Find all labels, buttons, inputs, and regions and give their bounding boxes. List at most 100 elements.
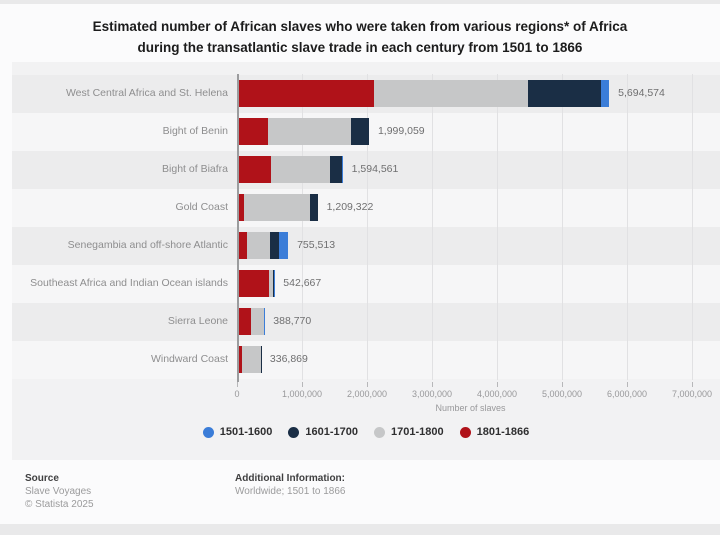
bar-segment-1701-1800[interactable] bbox=[246, 232, 270, 259]
bar-segment-1701-1800[interactable] bbox=[271, 156, 330, 183]
value-label: 388,770 bbox=[273, 315, 312, 327]
legend-label: 1601-1700 bbox=[305, 426, 358, 438]
additional-info-label: Additional Information: bbox=[235, 473, 345, 484]
bar-segment-1601-1700[interactable] bbox=[269, 232, 279, 259]
stacked-bar bbox=[239, 308, 265, 335]
bar-segment-1601-1700[interactable] bbox=[329, 156, 343, 183]
chart-card: Estimated number of African slaves who w… bbox=[0, 4, 720, 524]
bar-segment-1701-1800[interactable] bbox=[241, 346, 261, 373]
source-value[interactable]: Slave Voyages bbox=[25, 486, 92, 497]
category-label: Southeast Africa and Indian Ocean island… bbox=[30, 277, 228, 289]
additional-info-block: Additional Information: Worldwide; 1501 … bbox=[235, 472, 345, 498]
category-label: Senegambia and off-shore Atlantic bbox=[67, 239, 228, 251]
tick-mark bbox=[367, 382, 368, 387]
value-label: 1,594,561 bbox=[351, 163, 399, 175]
source-label: Source bbox=[25, 473, 59, 484]
bar-segment-1801-1866[interactable] bbox=[239, 346, 242, 373]
value-label: 336,869 bbox=[269, 353, 308, 365]
gridline bbox=[497, 74, 498, 380]
stacked-bar bbox=[239, 118, 369, 145]
legend-dot-icon bbox=[459, 426, 471, 438]
tick-mark bbox=[432, 382, 433, 387]
legend-label: 1801-1866 bbox=[476, 426, 530, 438]
tick-mark bbox=[627, 382, 628, 387]
x-tick-label: 1,000,000 bbox=[281, 389, 323, 399]
tick-mark bbox=[237, 382, 238, 387]
legend: 1501-1600 1601-1700 1701-1800 1801-1866 bbox=[12, 426, 720, 438]
bar-segment-1701-1800[interactable] bbox=[268, 270, 274, 297]
category-label: Bight of Biafra bbox=[162, 163, 228, 175]
legend-item-1501-1600[interactable]: 1501-1600 bbox=[202, 426, 273, 438]
x-tick-label: 0 bbox=[234, 389, 240, 399]
x-tick-label: 5,000,000 bbox=[541, 389, 583, 399]
legend-label: 1501-1600 bbox=[219, 426, 273, 438]
value-label: 1,209,322 bbox=[326, 201, 374, 213]
value-label: 5,694,574 bbox=[618, 87, 665, 99]
legend-dot-icon bbox=[374, 426, 385, 438]
tick-mark bbox=[562, 382, 563, 387]
value-label: 542,667 bbox=[283, 277, 322, 289]
category-label: Sierra Leone bbox=[167, 315, 228, 327]
bar-segment-1701-1800[interactable] bbox=[251, 308, 264, 335]
gridline bbox=[367, 74, 368, 380]
bar-segment-1601-1700[interactable] bbox=[273, 270, 274, 297]
legend-item-1801-1866[interactable]: 1801-1866 bbox=[459, 426, 530, 438]
row-band bbox=[12, 302, 720, 341]
legend-dot-icon bbox=[202, 426, 214, 438]
category-label: Windward Coast bbox=[150, 353, 228, 365]
value-label: 755,513 bbox=[297, 239, 336, 251]
bar-segment-1801-1866[interactable] bbox=[239, 156, 272, 183]
bar-segment-1801-1866[interactable] bbox=[239, 118, 268, 145]
footer: Source Slave Voyages © Statista 2025 Add… bbox=[0, 460, 720, 524]
stacked-bar bbox=[239, 346, 261, 373]
bar-segment-1501-1600[interactable] bbox=[278, 232, 289, 259]
row-band bbox=[12, 264, 720, 303]
value-label: 1,999,059 bbox=[377, 125, 425, 137]
x-tick-label: 6,000,000 bbox=[606, 389, 648, 399]
legend-item-1601-1700[interactable]: 1601-1700 bbox=[288, 426, 358, 438]
gridline bbox=[627, 74, 628, 380]
bar-segment-1601-1700[interactable] bbox=[351, 118, 369, 145]
gridline bbox=[692, 74, 693, 380]
source-block: Source Slave Voyages © Statista 2025 bbox=[25, 472, 94, 511]
x-tick-label: 2,000,000 bbox=[346, 389, 388, 399]
bar-segment-1801-1866[interactable] bbox=[239, 194, 244, 221]
gridline bbox=[562, 74, 563, 380]
stacked-bar bbox=[239, 232, 289, 259]
bar-segment-1801-1866[interactable] bbox=[239, 232, 247, 259]
x-tick-label: 7,000,000 bbox=[671, 389, 713, 399]
tick-mark bbox=[692, 382, 693, 387]
bar-segment-1601-1700[interactable] bbox=[527, 80, 602, 107]
stacked-bar bbox=[239, 194, 318, 221]
stacked-bar bbox=[239, 270, 275, 297]
category-label: Bight of Benin bbox=[162, 125, 228, 137]
x-axis-title: Number of slaves bbox=[435, 403, 506, 413]
x-tick-label: 3,000,000 bbox=[411, 389, 453, 399]
x-tick-label: 4,000,000 bbox=[476, 389, 518, 399]
gridline bbox=[432, 74, 433, 380]
row-band bbox=[12, 226, 720, 265]
bar-segment-1801-1866[interactable] bbox=[239, 270, 269, 297]
bar-segment-1801-1866[interactable] bbox=[239, 308, 252, 335]
copyright: © Statista 2025 bbox=[25, 499, 94, 510]
bar-segment-1801-1866[interactable] bbox=[239, 80, 374, 107]
bar-segment-1701-1800[interactable] bbox=[243, 194, 310, 221]
row-band bbox=[12, 150, 720, 189]
bar-segment-1701-1800[interactable] bbox=[373, 80, 528, 107]
row-band bbox=[12, 340, 720, 379]
bar-segment-1701-1800[interactable] bbox=[267, 118, 352, 145]
stacked-bar bbox=[239, 156, 343, 183]
bar-segment-1501-1600[interactable] bbox=[342, 156, 343, 183]
chart-panel: West Central Africa and St. Helena 5,694,… bbox=[12, 62, 720, 460]
legend-item-1701-1800[interactable]: 1701-1800 bbox=[374, 426, 444, 438]
gridline bbox=[302, 74, 303, 380]
tick-mark bbox=[497, 382, 498, 387]
category-label: Gold Coast bbox=[175, 201, 228, 213]
additional-info-value: Worldwide; 1501 to 1866 bbox=[235, 486, 346, 497]
bar-segment-1601-1700[interactable] bbox=[309, 194, 318, 221]
bar-segment-1501-1600[interactable] bbox=[601, 80, 610, 107]
chart-title: Estimated number of African slaves who w… bbox=[0, 16, 720, 58]
chart-title-line1: Estimated number of African slaves who w… bbox=[92, 19, 628, 34]
chart-title-line2: during the transatlantic slave trade in … bbox=[137, 40, 583, 55]
stacked-bar bbox=[239, 80, 610, 107]
